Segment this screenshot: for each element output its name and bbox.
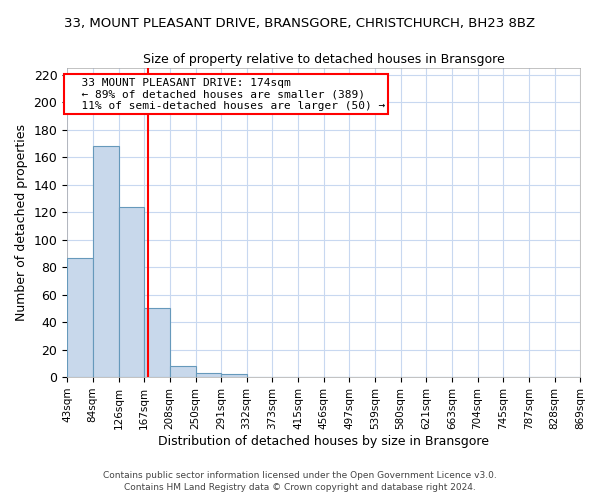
Bar [92, 146, 119, 377]
Bar [196, 373, 221, 377]
Bar [170, 366, 196, 377]
Bar [119, 207, 144, 377]
Bar [144, 308, 170, 377]
Text: 33 MOUNT PLEASANT DRIVE: 174sqm
  ← 89% of detached houses are smaller (389)
  1: 33 MOUNT PLEASANT DRIVE: 174sqm ← 89% of… [68, 78, 385, 111]
Title: Size of property relative to detached houses in Bransgore: Size of property relative to detached ho… [143, 52, 505, 66]
Text: Contains public sector information licensed under the Open Government Licence v3: Contains public sector information licen… [103, 471, 497, 480]
Bar [221, 374, 247, 377]
X-axis label: Distribution of detached houses by size in Bransgore: Distribution of detached houses by size … [158, 434, 489, 448]
Bar [67, 258, 92, 377]
Y-axis label: Number of detached properties: Number of detached properties [15, 124, 28, 321]
Text: Contains HM Land Registry data © Crown copyright and database right 2024.: Contains HM Land Registry data © Crown c… [124, 484, 476, 492]
Text: 33, MOUNT PLEASANT DRIVE, BRANSGORE, CHRISTCHURCH, BH23 8BZ: 33, MOUNT PLEASANT DRIVE, BRANSGORE, CHR… [64, 18, 536, 30]
